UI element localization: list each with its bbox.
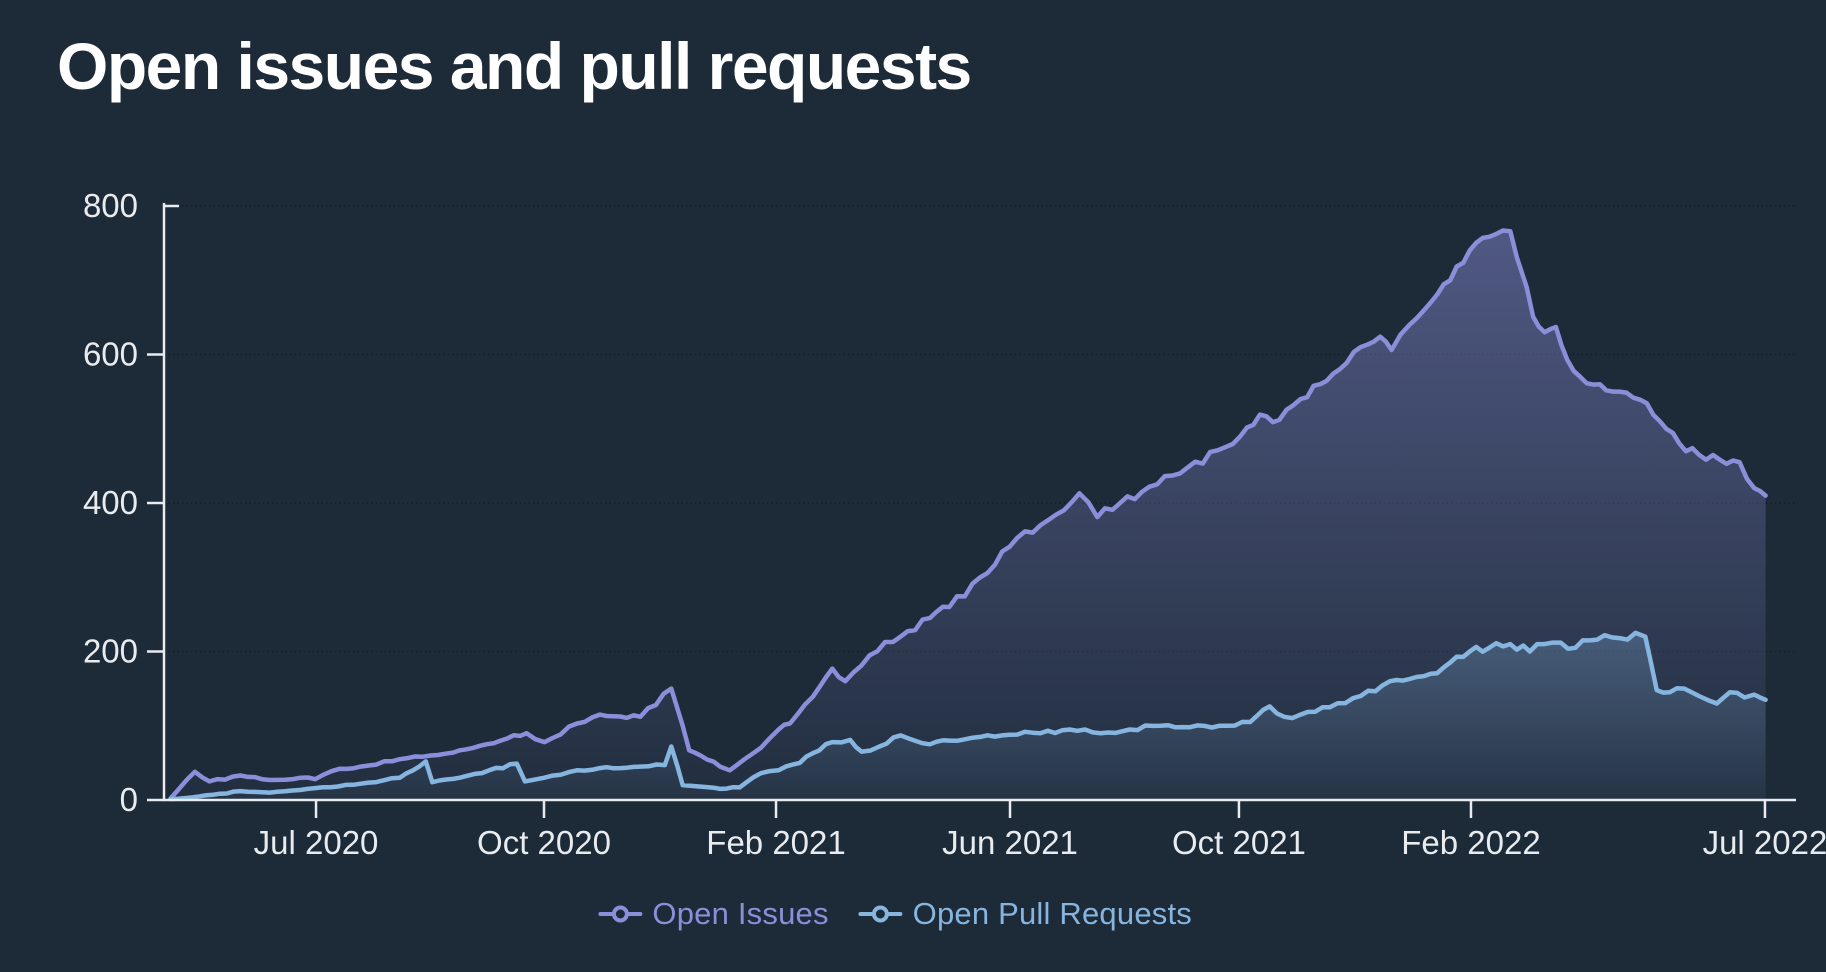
svg-text:0: 0 xyxy=(120,781,138,818)
svg-text:Jun 2021: Jun 2021 xyxy=(942,824,1078,861)
svg-text:Jul 2020: Jul 2020 xyxy=(254,824,379,861)
svg-text:Oct 2021: Oct 2021 xyxy=(1172,824,1306,861)
svg-text:Oct 2020: Oct 2020 xyxy=(477,824,611,861)
legend-label-open-issues: Open Issues xyxy=(652,896,829,931)
chart-title: Open issues and pull requests xyxy=(57,29,972,103)
svg-text:800: 800 xyxy=(83,187,138,224)
svg-text:200: 200 xyxy=(83,633,138,670)
svg-text:Jul 2022: Jul 2022 xyxy=(1703,824,1826,861)
chart-legend: Open Issues Open Pull Requests xyxy=(598,896,1192,932)
svg-text:600: 600 xyxy=(83,336,138,373)
svg-text:400: 400 xyxy=(83,484,138,521)
svg-text:Feb 2022: Feb 2022 xyxy=(1401,824,1540,861)
line-point-marker-icon xyxy=(858,905,903,923)
line-point-marker-icon xyxy=(598,905,643,923)
legend-label-open-pull-requests: Open Pull Requests xyxy=(912,896,1192,931)
legend-item-open-pull-requests: Open Pull Requests xyxy=(858,896,1192,932)
legend-item-open-issues: Open Issues xyxy=(598,896,828,932)
svg-text:Feb 2021: Feb 2021 xyxy=(706,824,845,861)
